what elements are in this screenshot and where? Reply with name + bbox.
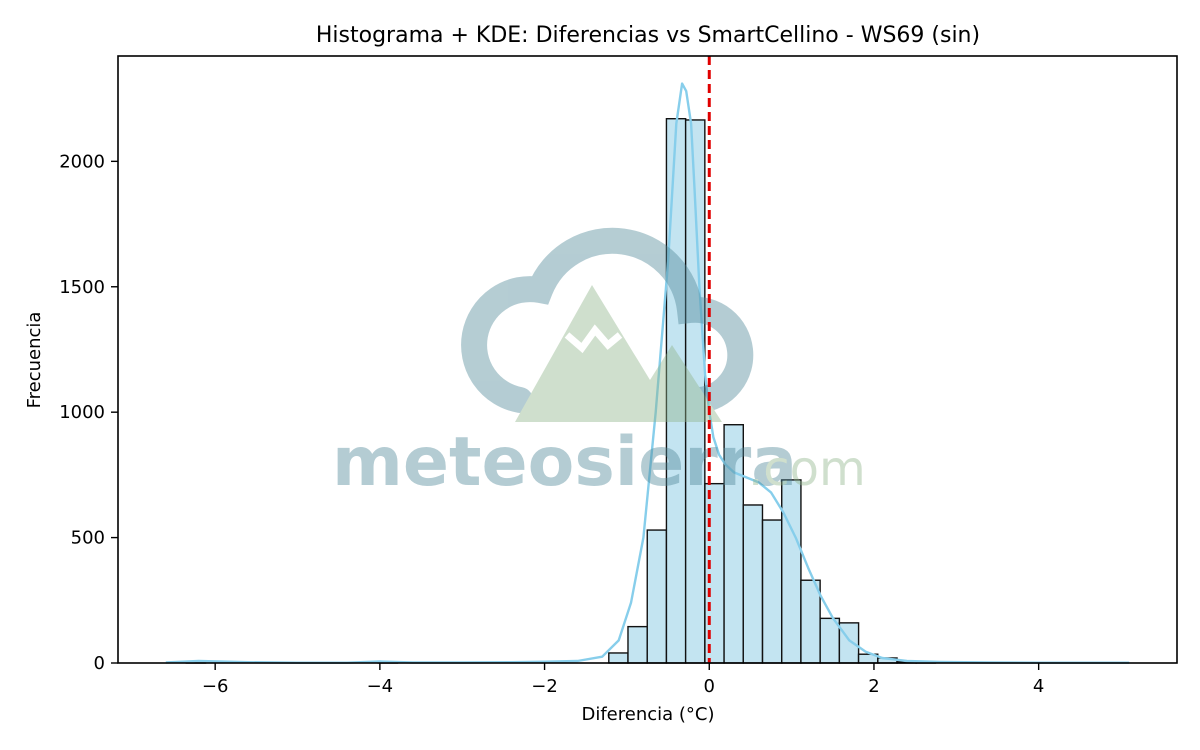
- watermark-logo: meteosierra .com: [332, 227, 866, 502]
- histogram-bar: [781, 479, 802, 664]
- x-axis-label: Diferencia (°C): [581, 704, 714, 725]
- y-tick-label: 0: [94, 653, 105, 674]
- histogram-bar: [819, 617, 841, 664]
- histogram-bar: [608, 652, 629, 664]
- watermark-mountain-icon: [515, 285, 722, 422]
- x-tick-label: 4: [1033, 676, 1044, 697]
- chart-title: Histograma + KDE: Diferencias vs SmartCe…: [316, 23, 980, 48]
- watermark-brand-suffix: .com: [748, 441, 866, 497]
- y-axis-label: Frecuencia: [24, 312, 45, 409]
- x-tick-label: 0: [704, 676, 715, 697]
- watermark-cloud-icon: [461, 227, 754, 413]
- histogram-bar: [742, 504, 764, 664]
- y-tick-label: 1000: [59, 402, 105, 423]
- watermark-brand-text: meteosierra: [332, 423, 797, 502]
- y-tick-label: 500: [71, 528, 105, 549]
- y-axis-ticks: 0 500 1000 1500 2000: [59, 151, 118, 674]
- bars-layer: [185, 118, 937, 664]
- histogram-bar: [761, 519, 783, 664]
- watermark-snowline: [564, 324, 623, 354]
- y-tick-label: 2000: [59, 151, 105, 172]
- x-tick-label: −6: [202, 676, 229, 697]
- histogram-bar: [800, 579, 821, 664]
- y-tick-label: 1500: [59, 277, 105, 298]
- x-tick-label: 2: [868, 676, 879, 697]
- histogram-bar: [646, 529, 668, 664]
- x-tick-label: −2: [531, 676, 558, 697]
- histogram-bar: [627, 625, 648, 664]
- x-axis-ticks: −6 −4 −2 0 2 4: [202, 663, 1044, 697]
- plot-frame: [117, 55, 1178, 664]
- x-tick-label: −4: [367, 676, 394, 697]
